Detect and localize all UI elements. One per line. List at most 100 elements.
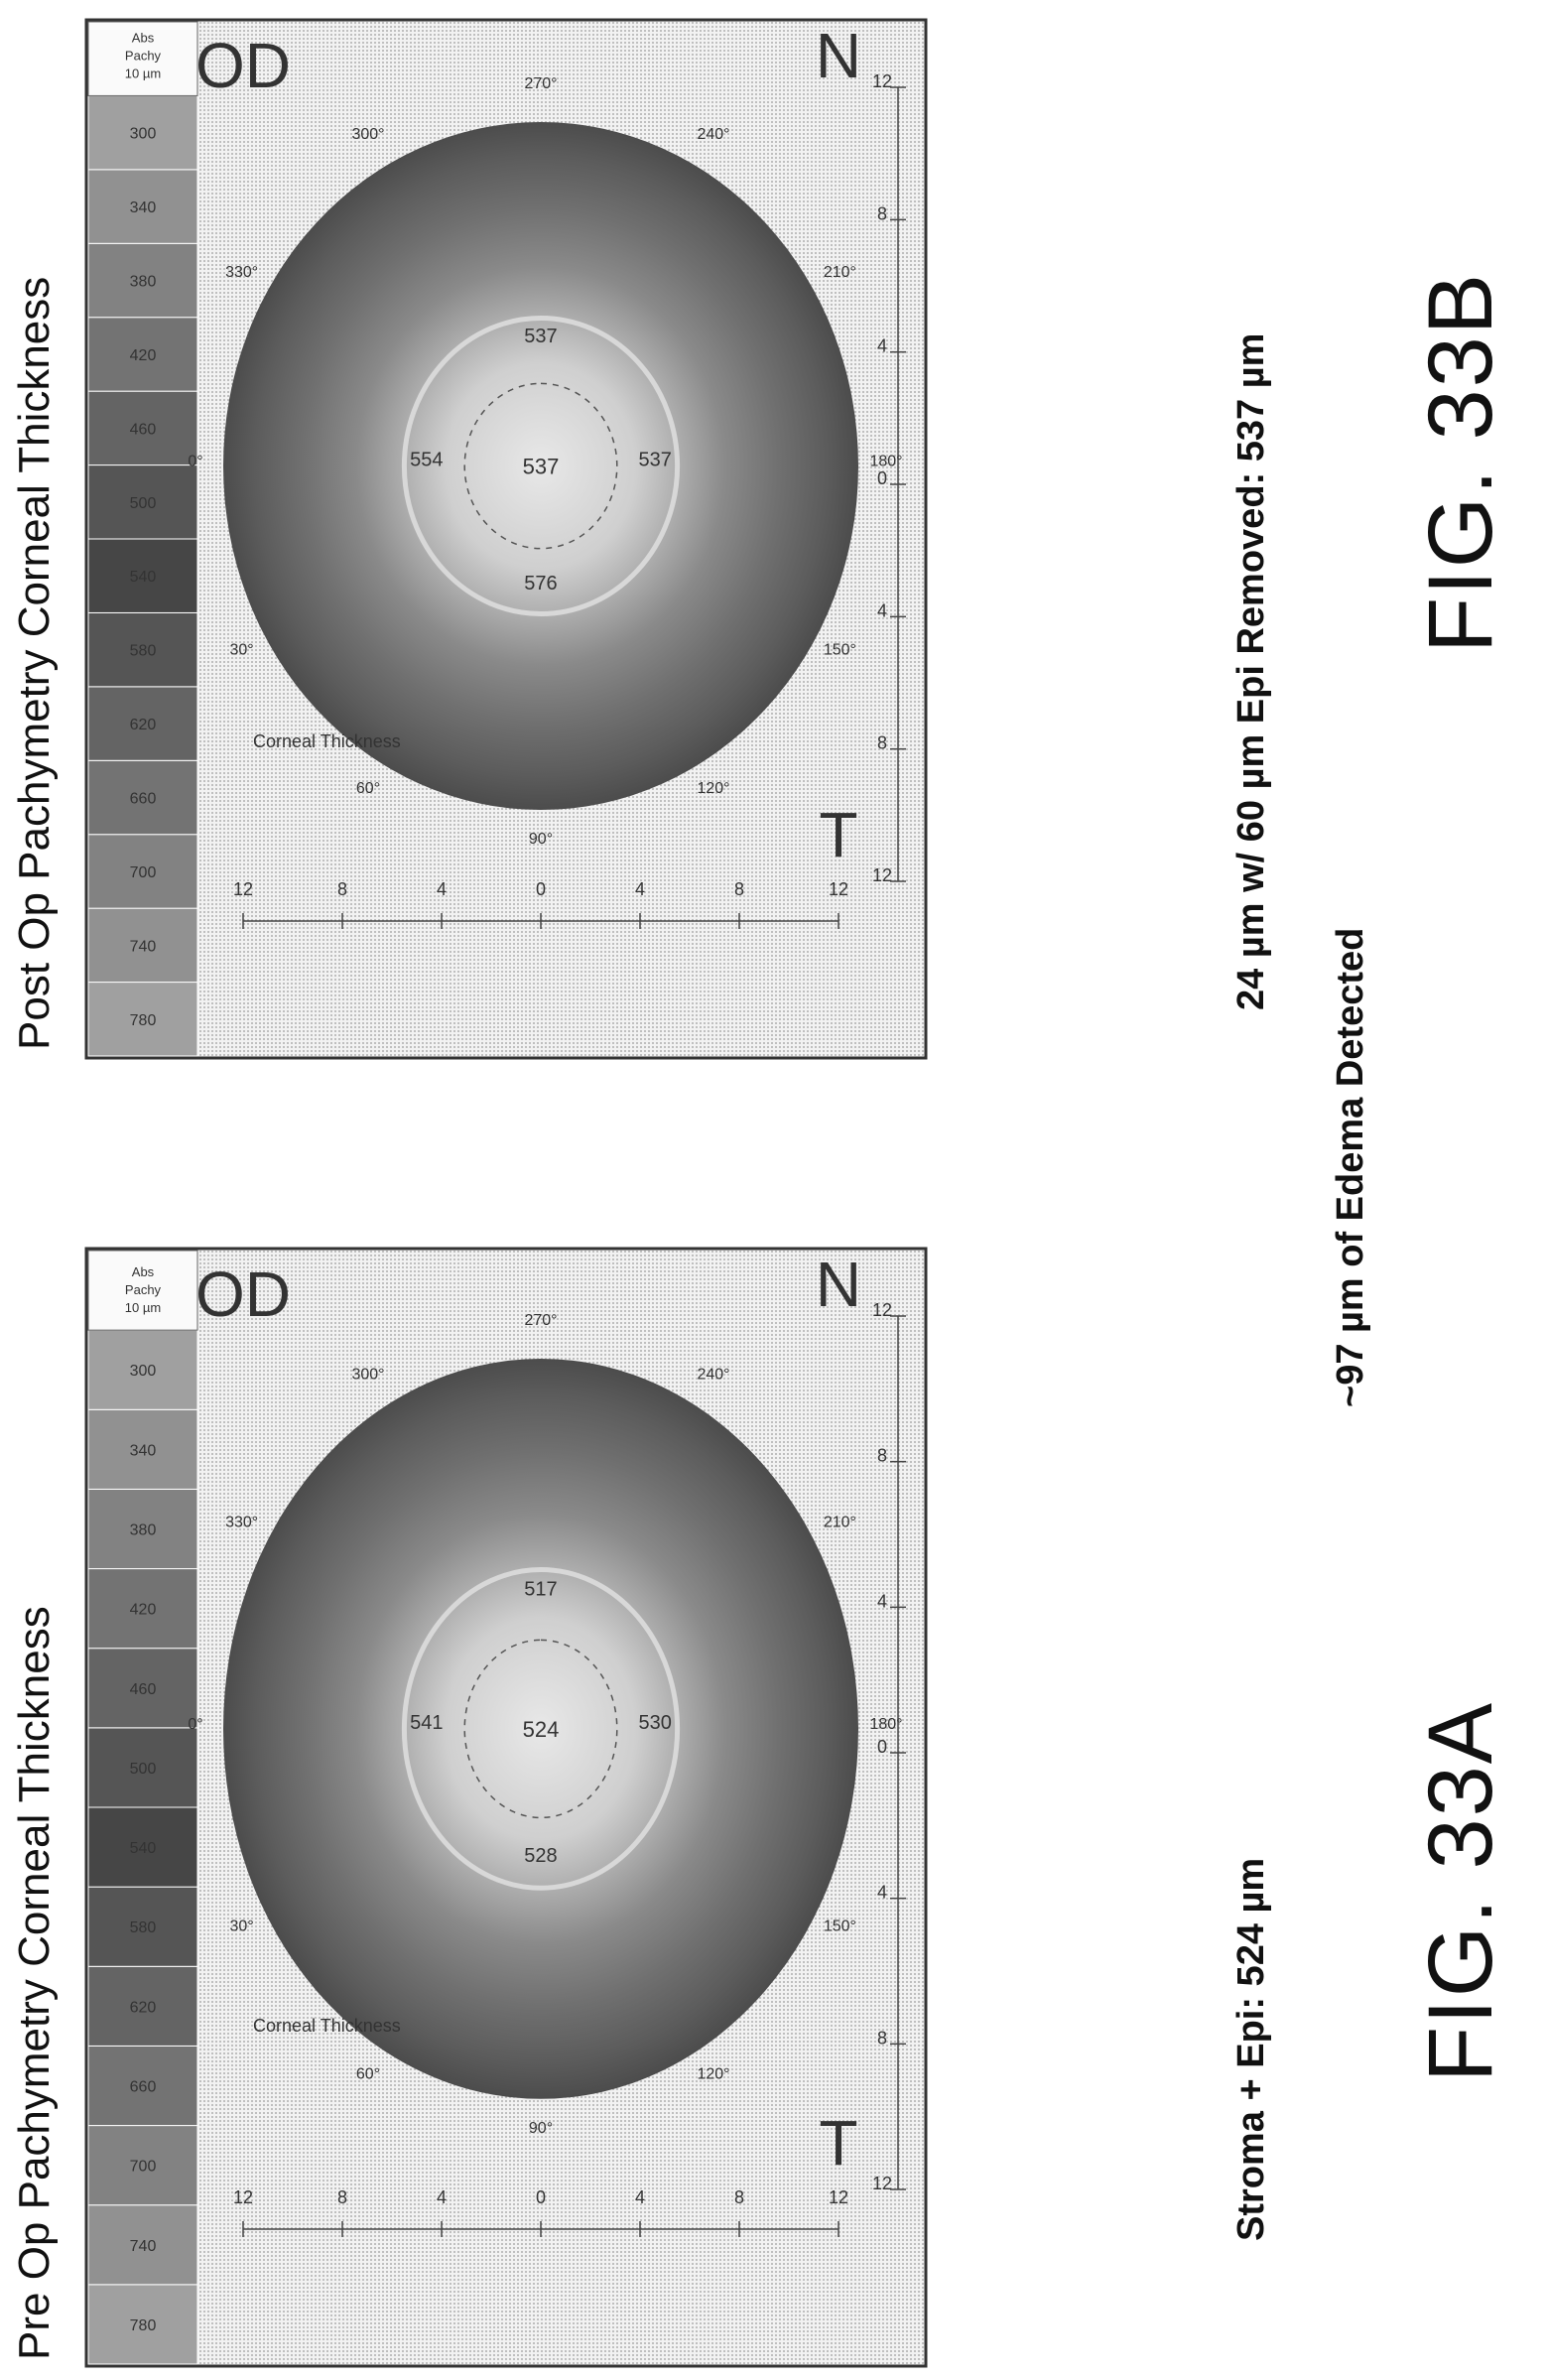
scale-label: 300 bbox=[130, 1363, 157, 1380]
angle-label: 0° bbox=[188, 454, 202, 470]
scale-label: 700 bbox=[130, 864, 157, 881]
angle-label: 150° bbox=[824, 642, 856, 659]
angle-label: 180° bbox=[869, 1716, 902, 1733]
scale-label: 780 bbox=[130, 2317, 157, 2334]
color-scale: 7807407006606205805405004604203803403001… bbox=[88, 1251, 197, 2364]
ring-value-bottom: 530 bbox=[639, 1712, 672, 1734]
angle-label: 180° bbox=[869, 454, 902, 470]
scale-label: 580 bbox=[130, 1919, 157, 1936]
y-tick-label: 12 bbox=[829, 879, 848, 899]
ring-value-top: 541 bbox=[410, 1712, 443, 1734]
center-thickness-value: 524 bbox=[523, 1717, 560, 1742]
angle-label: 300° bbox=[351, 1367, 384, 1384]
scale-label: 340 bbox=[130, 1442, 157, 1459]
scale-footer-label: Pachy bbox=[125, 48, 162, 63]
y-tick-label: 12 bbox=[829, 2187, 848, 2207]
x-tick-label: 12 bbox=[872, 1300, 892, 1320]
eye-label: OD bbox=[195, 30, 291, 101]
angle-label: 60° bbox=[356, 2065, 380, 2082]
eye-label: OD bbox=[195, 1258, 291, 1330]
x-tick-label: 4 bbox=[877, 600, 887, 620]
angle-label: 120° bbox=[697, 780, 729, 797]
scale-label: 540 bbox=[130, 569, 157, 586]
x-tick-label: 12 bbox=[872, 865, 892, 885]
nasal-label: N bbox=[816, 20, 861, 91]
y-tick-label: 8 bbox=[337, 879, 347, 899]
x-tick-label: 8 bbox=[877, 1446, 887, 1466]
scale-footer-label: 10 µm bbox=[125, 66, 161, 80]
color-scale: 7807407006606205805405004604203803403001… bbox=[88, 22, 197, 1056]
angle-label: 300° bbox=[351, 126, 384, 143]
y-tick-label: 4 bbox=[437, 2187, 447, 2207]
y-tick-label: 4 bbox=[635, 2187, 645, 2207]
scale-footer-label: Abs bbox=[132, 30, 155, 45]
ring-value-top: 554 bbox=[410, 450, 443, 471]
angle-label: 30° bbox=[230, 642, 254, 659]
center-thickness-value: 537 bbox=[523, 455, 560, 479]
scale-label: 460 bbox=[130, 1681, 157, 1698]
panel-a-caption: Stroma + Epi: 524 µm bbox=[1230, 1858, 1273, 2241]
y-tick-label: 12 bbox=[233, 879, 253, 899]
y-tick-label: 0 bbox=[536, 879, 546, 899]
scale-label: 660 bbox=[130, 2079, 157, 2096]
scale-label: 580 bbox=[130, 643, 157, 660]
scale-label: 660 bbox=[130, 791, 157, 808]
scale-label: 460 bbox=[130, 421, 157, 438]
panel-b-figure-label: FIG. 33B bbox=[1409, 272, 1513, 653]
scale-label: 340 bbox=[130, 199, 157, 216]
scale-label: 620 bbox=[130, 1999, 157, 2016]
scale-label: 380 bbox=[130, 1522, 157, 1539]
angle-label: 330° bbox=[225, 264, 258, 281]
scale-label: 620 bbox=[130, 717, 157, 733]
scale-label: 500 bbox=[130, 495, 157, 512]
scale-footer-label: Abs bbox=[132, 1264, 155, 1279]
x-tick-label: 8 bbox=[877, 733, 887, 753]
map-label: Corneal Thickness bbox=[253, 2016, 401, 2036]
scale-footer-label: 10 µm bbox=[125, 1300, 161, 1315]
nasal-label: N bbox=[816, 1249, 861, 1320]
angle-label: 240° bbox=[697, 1367, 729, 1384]
angle-label: 30° bbox=[230, 1917, 254, 1934]
y-tick-label: 8 bbox=[734, 2187, 744, 2207]
temporal-label: T bbox=[819, 2107, 857, 2179]
ring-value-right: 517 bbox=[524, 1579, 557, 1601]
angle-label: 90° bbox=[529, 2120, 553, 2137]
angle-label: 330° bbox=[225, 1514, 258, 1530]
y-tick-label: 4 bbox=[437, 879, 447, 899]
x-tick-label: 0 bbox=[877, 468, 887, 488]
edema-caption: ~97 µm of Edema Detected bbox=[1330, 928, 1372, 1407]
scale-label: 700 bbox=[130, 2159, 157, 2176]
panel-b-caption: 24 µm w/ 60 µm Epi Removed: 537 µm bbox=[1230, 333, 1273, 1010]
scale-footer-label: Pachy bbox=[125, 1282, 162, 1297]
x-tick-label: 0 bbox=[877, 1737, 887, 1757]
panel-a-pachymetry-map: 7807407006606205805405004604203803403001… bbox=[84, 1247, 928, 2368]
angle-label: 210° bbox=[824, 1514, 856, 1530]
ring-value-left: 528 bbox=[524, 1845, 557, 1867]
panel-b-pachymetry-map: 7807407006606205805405004604203803403001… bbox=[84, 18, 928, 1060]
y-tick-label: 8 bbox=[734, 879, 744, 899]
scale-label: 740 bbox=[130, 938, 157, 955]
y-tick-label: 8 bbox=[337, 2187, 347, 2207]
ring-value-left: 576 bbox=[524, 573, 557, 595]
scale-label: 500 bbox=[130, 1761, 157, 1778]
ring-value-bottom: 537 bbox=[639, 450, 672, 471]
temporal-label: T bbox=[819, 799, 857, 870]
panel-a-figure-label: FIG. 33A bbox=[1409, 1701, 1513, 2082]
angle-label: 150° bbox=[824, 1917, 856, 1934]
x-tick-label: 4 bbox=[877, 336, 887, 356]
x-tick-label: 12 bbox=[872, 2174, 892, 2193]
angle-label: 90° bbox=[529, 831, 553, 848]
angle-label: 240° bbox=[697, 126, 729, 143]
y-tick-label: 12 bbox=[233, 2187, 253, 2207]
scale-label: 420 bbox=[130, 1602, 157, 1619]
y-tick-label: 4 bbox=[635, 879, 645, 899]
ring-value-right: 537 bbox=[524, 326, 557, 347]
panel-b-title: Post Op Pachymetry Corneal Thickness bbox=[10, 277, 60, 1050]
scale-label: 420 bbox=[130, 347, 157, 364]
scale-label: 300 bbox=[130, 126, 157, 143]
angle-label: 120° bbox=[697, 2065, 729, 2082]
scale-label: 740 bbox=[130, 2238, 157, 2255]
x-tick-label: 12 bbox=[872, 71, 892, 91]
x-tick-label: 8 bbox=[877, 2028, 887, 2048]
